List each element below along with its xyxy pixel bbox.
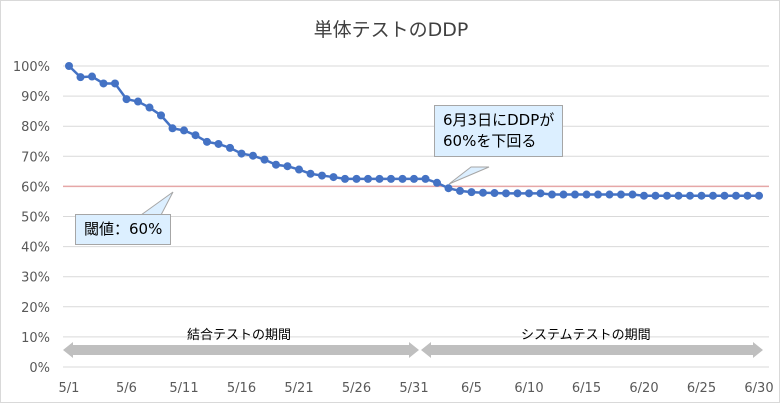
y-tick-label: 90% <box>21 90 50 105</box>
data-point <box>513 189 522 198</box>
data-point <box>168 124 177 133</box>
x-tick-label: 5/26 <box>342 381 371 396</box>
y-tick-label: 30% <box>21 271 50 286</box>
x-tick-label: 6/20 <box>629 381 658 396</box>
data-point <box>628 190 637 199</box>
data-point <box>651 191 660 200</box>
data-point <box>306 169 315 178</box>
x-tick-label: 5/21 <box>284 381 313 396</box>
threshold-callout: 閾値：60% <box>75 214 172 245</box>
data-point <box>709 191 717 200</box>
chart-title: 単体テストのDDP <box>313 19 469 41</box>
data-point <box>594 190 602 199</box>
data-point <box>571 190 579 199</box>
data-point <box>214 139 223 148</box>
data-point <box>444 184 453 193</box>
data-point <box>364 174 372 183</box>
data-point <box>640 191 648 200</box>
data-point <box>203 137 211 146</box>
y-tick-label: 10% <box>21 331 50 346</box>
crossing-callout-line1: 6月3日にDDPが <box>443 111 555 129</box>
data-point <box>283 162 292 171</box>
data-point <box>134 97 142 106</box>
y-tick-label: 80% <box>21 120 50 135</box>
x-tick-label: 5/31 <box>399 381 428 396</box>
data-point <box>410 174 418 183</box>
data-point <box>99 79 108 88</box>
data-point <box>559 190 568 199</box>
data-point <box>674 191 683 200</box>
data-point <box>536 189 545 198</box>
data-point <box>686 191 694 200</box>
x-tick-label: 5/16 <box>227 381 256 396</box>
data-point <box>398 174 407 183</box>
data-point <box>375 174 384 183</box>
data-point <box>617 190 625 199</box>
data-point <box>490 189 499 198</box>
data-point <box>502 189 510 198</box>
x-tick-label: 6/5 <box>461 381 482 396</box>
data-point <box>548 190 556 199</box>
data-point <box>582 190 591 199</box>
data-point <box>295 165 303 174</box>
x-tick-label: 5/6 <box>116 381 137 396</box>
data-point <box>341 174 349 183</box>
data-point <box>720 191 729 200</box>
data-point <box>76 73 85 82</box>
y-tick-label: 100% <box>13 60 50 75</box>
data-point <box>88 72 96 81</box>
y-tick-label: 60% <box>21 180 50 195</box>
y-tick-label: 0% <box>29 361 50 376</box>
data-point <box>65 62 73 70</box>
x-tick-label: 6/15 <box>572 381 601 396</box>
x-tick-label: 6/10 <box>514 381 543 396</box>
data-point <box>732 191 740 200</box>
system-period-label: システムテストの期間 <box>521 328 651 343</box>
data-point <box>191 131 200 140</box>
data-point <box>697 191 706 200</box>
integration-period-label: 結合テストの期間 <box>187 328 292 343</box>
data-point <box>467 188 476 197</box>
data-point <box>249 151 257 160</box>
data-point <box>352 174 361 183</box>
data-point <box>421 174 430 183</box>
data-point <box>226 143 234 152</box>
data-point <box>663 191 671 200</box>
data-point <box>479 188 487 197</box>
y-tick-label: 50% <box>21 211 50 226</box>
data-point <box>605 190 614 199</box>
x-tick-label: 5/11 <box>169 381 198 396</box>
threshold-callout-pointer <box>139 191 174 216</box>
x-tick-label: 5/1 <box>59 381 80 396</box>
integration-period-arrow <box>63 342 419 358</box>
system-period-arrow <box>421 342 763 358</box>
data-point <box>456 186 464 195</box>
crossing-callout-pointer <box>448 166 490 185</box>
data-point <box>122 95 131 104</box>
crossing-callout: 6月3日にDDPが 60%を下回る <box>434 105 564 157</box>
crossing-callout-line2: 60%を下回る <box>443 132 537 150</box>
data-point <box>525 189 533 198</box>
data-point <box>329 173 338 182</box>
data-point <box>318 171 326 180</box>
data-point <box>145 103 154 112</box>
y-tick-label: 40% <box>21 241 50 256</box>
data-point <box>260 155 269 164</box>
data-point <box>743 191 752 200</box>
data-point <box>157 111 165 120</box>
data-point <box>111 79 119 88</box>
data-point <box>237 149 246 158</box>
x-tick-label: 6/30 <box>744 381 773 396</box>
data-point <box>387 174 395 183</box>
x-tick-label: 6/25 <box>687 381 716 396</box>
data-point <box>180 126 188 135</box>
data-point <box>755 191 763 200</box>
y-tick-label: 20% <box>21 301 50 316</box>
data-point <box>433 178 441 187</box>
y-tick-label: 70% <box>21 150 50 165</box>
data-point <box>272 160 280 169</box>
